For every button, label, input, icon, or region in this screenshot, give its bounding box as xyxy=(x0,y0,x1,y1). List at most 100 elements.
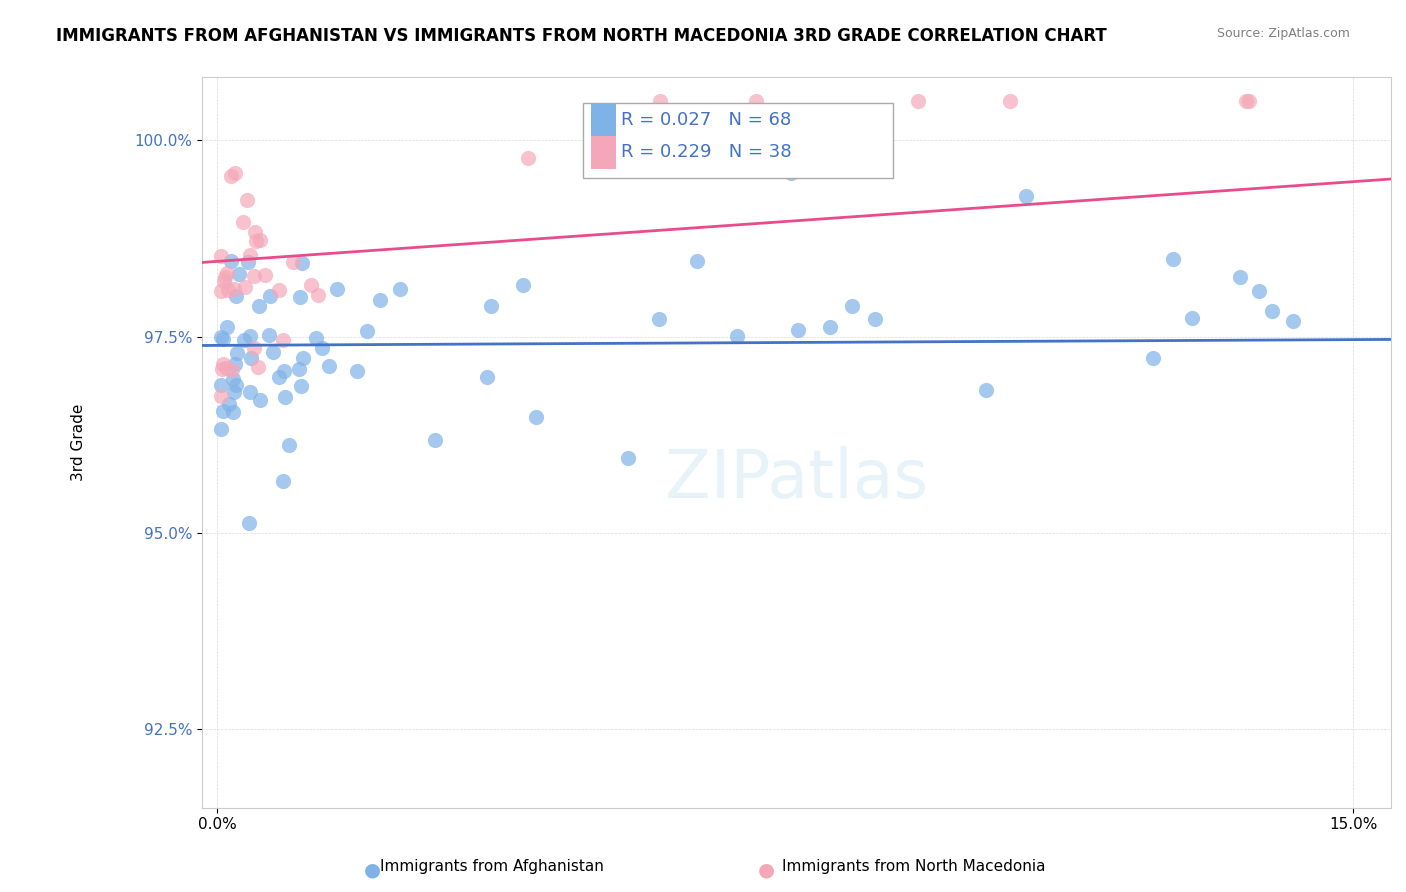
Point xyxy=(907,94,929,108)
Point xyxy=(211,332,233,346)
Text: R = 0.027   N = 68: R = 0.027 N = 68 xyxy=(621,112,792,129)
Point xyxy=(224,166,246,180)
Point xyxy=(745,94,768,108)
Point xyxy=(516,151,538,165)
Point xyxy=(242,268,264,283)
Text: Source: ZipAtlas.com: Source: ZipAtlas.com xyxy=(1216,27,1350,40)
Point xyxy=(305,331,328,345)
Point xyxy=(212,403,235,417)
Point xyxy=(1261,304,1284,318)
Point xyxy=(818,320,841,334)
Point xyxy=(238,516,260,530)
Point xyxy=(346,364,368,378)
Point xyxy=(1282,314,1305,328)
Point xyxy=(271,475,294,489)
Point xyxy=(249,393,271,408)
Point xyxy=(291,255,314,269)
Point xyxy=(221,363,243,377)
Point xyxy=(780,166,803,180)
Point xyxy=(257,327,280,342)
Point xyxy=(287,362,309,376)
Point xyxy=(222,282,245,296)
Point xyxy=(686,254,709,268)
Point xyxy=(219,254,242,268)
Point xyxy=(290,378,312,392)
Point xyxy=(209,249,232,263)
Point xyxy=(865,312,887,326)
Text: IMMIGRANTS FROM AFGHANISTAN VS IMMIGRANTS FROM NORTH MACEDONIA 3RD GRADE CORRELA: IMMIGRANTS FROM AFGHANISTAN VS IMMIGRANT… xyxy=(56,27,1107,45)
Point xyxy=(212,274,235,288)
Point xyxy=(233,279,256,293)
Point xyxy=(725,328,748,343)
Point xyxy=(356,324,378,338)
Point xyxy=(1229,270,1251,285)
Point xyxy=(235,193,257,207)
Text: R = 0.027   N = 68: R = 0.027 N = 68 xyxy=(619,112,789,129)
Point xyxy=(253,268,276,282)
Point xyxy=(278,438,301,452)
Point xyxy=(211,357,233,371)
Point xyxy=(1237,94,1260,108)
Point xyxy=(240,351,263,365)
Text: R = 0.229   N = 38: R = 0.229 N = 38 xyxy=(619,143,789,161)
Point xyxy=(737,133,759,147)
Point xyxy=(239,384,262,399)
Point xyxy=(217,283,239,297)
Point xyxy=(247,299,270,313)
Point xyxy=(974,384,997,398)
Point xyxy=(267,283,290,297)
Point xyxy=(388,282,411,296)
Point xyxy=(211,330,233,344)
Point xyxy=(368,293,391,307)
Point xyxy=(224,384,246,399)
Point xyxy=(215,266,238,280)
Point xyxy=(479,299,502,313)
Point xyxy=(318,359,340,373)
Point xyxy=(283,254,305,268)
Point xyxy=(239,328,262,343)
Point xyxy=(1247,284,1270,298)
Y-axis label: 3rd Grade: 3rd Grade xyxy=(72,404,86,482)
Point xyxy=(215,320,238,334)
Point xyxy=(209,389,232,403)
Point xyxy=(425,433,447,447)
Point xyxy=(219,169,242,183)
Point xyxy=(228,267,250,281)
Point xyxy=(787,323,810,337)
Point xyxy=(650,94,672,108)
Point xyxy=(238,254,260,268)
Text: ●: ● xyxy=(364,860,381,880)
Point xyxy=(269,370,291,384)
Point xyxy=(243,225,266,239)
Point xyxy=(249,233,271,247)
Point xyxy=(299,277,322,292)
Point xyxy=(311,341,333,355)
Point xyxy=(274,390,297,404)
Point xyxy=(214,269,236,284)
Point xyxy=(209,422,232,436)
Point xyxy=(224,357,246,371)
Point xyxy=(211,362,233,376)
Point xyxy=(225,289,247,303)
Point xyxy=(477,369,499,384)
Point xyxy=(288,290,311,304)
Point xyxy=(259,289,281,303)
Point xyxy=(262,344,284,359)
Text: ZIPatlas: ZIPatlas xyxy=(665,446,928,512)
Point xyxy=(225,378,247,392)
Point xyxy=(226,346,249,360)
Point xyxy=(209,377,232,392)
Text: R = 0.229   N = 38: R = 0.229 N = 38 xyxy=(621,143,792,161)
Point xyxy=(1161,252,1184,267)
Point xyxy=(998,94,1021,108)
Point xyxy=(221,372,243,386)
Point xyxy=(1015,189,1038,203)
Point xyxy=(242,341,264,355)
Point xyxy=(648,312,671,326)
Point xyxy=(209,284,232,298)
Point xyxy=(1234,94,1257,108)
Point xyxy=(524,410,547,425)
Point xyxy=(273,364,295,378)
Point xyxy=(292,351,315,365)
Text: Immigrants from Afghanistan: Immigrants from Afghanistan xyxy=(380,859,605,874)
